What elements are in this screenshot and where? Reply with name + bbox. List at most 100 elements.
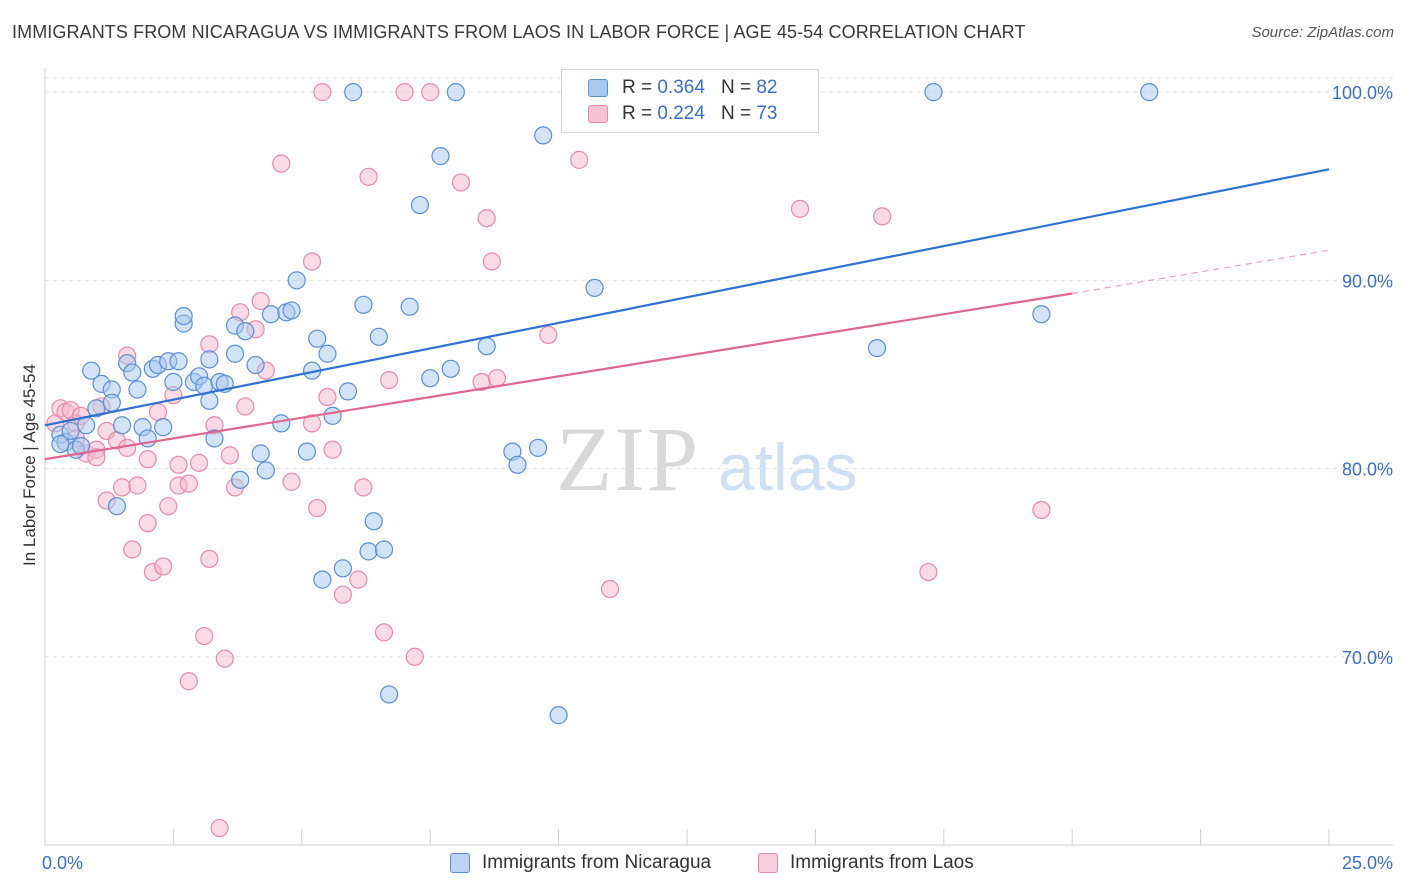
nicaragua-point (431, 147, 450, 166)
nicaragua-point (446, 83, 465, 102)
x-tick-label: 0.0% (42, 853, 83, 873)
laos-point (138, 450, 157, 469)
laos-point (308, 498, 327, 518)
laos-point (333, 585, 352, 604)
n-label: N = (720, 77, 752, 98)
nicaragua-point (231, 470, 250, 489)
laos-point (395, 83, 414, 102)
legend-row-laos: R = 0.224 N = 73 (588, 102, 777, 126)
laos-swatch (588, 105, 608, 123)
laos-point (220, 446, 239, 465)
nicaragua-point (313, 570, 332, 589)
nicaragua-point (441, 359, 460, 378)
nicaragua-point (236, 322, 255, 341)
nicaragua-point (359, 542, 378, 561)
laos-point (313, 83, 332, 102)
laos-point (318, 387, 337, 407)
laos-point (112, 478, 132, 497)
laos-trend-line (44, 292, 1073, 461)
watermark-zip: ZIP (556, 408, 700, 510)
legend-item-laos: Immigrants from Laos (758, 852, 974, 874)
nicaragua-point (272, 414, 291, 433)
nicaragua-point (112, 416, 132, 435)
nicaragua-point (374, 540, 394, 559)
nicaragua-point (107, 497, 127, 516)
nicaragua-point (354, 295, 373, 314)
y-tick-labels: 70.0% 80.0% 90.0% 100.0% (1332, 83, 1393, 668)
nicaragua-point (323, 406, 342, 425)
laos-point (272, 154, 291, 173)
laos-point (477, 209, 496, 228)
laos-point (570, 150, 589, 169)
laos-point (215, 649, 234, 668)
laos-point (482, 252, 501, 271)
laos-point (189, 453, 209, 473)
nicaragua-point (225, 344, 245, 363)
laos-point (349, 570, 368, 589)
nicaragua-point (164, 372, 183, 392)
y-tick-label: 80.0% (1342, 460, 1393, 480)
nicaragua-point (61, 421, 80, 441)
laos-point (374, 623, 394, 642)
laos-point (210, 818, 229, 838)
chart-title: IMMIGRANTS FROM NICARAGUA VS IMMIGRANTS … (12, 22, 1026, 42)
series-legend: Immigrants from Nicaragua Immigrants fro… (0, 852, 1406, 878)
laos-point (323, 440, 342, 459)
nicaragua-point (246, 355, 265, 375)
laos-point (451, 173, 471, 192)
laos-swatch (758, 853, 778, 873)
laos-point (354, 478, 373, 497)
nicaragua-point (1140, 83, 1159, 102)
nicaragua-point (400, 297, 419, 316)
laos-point (359, 167, 378, 186)
nicaragua-point (308, 329, 327, 348)
laos-point (87, 448, 106, 467)
trend-lines (44, 168, 1330, 461)
nicaragua-point (287, 271, 306, 290)
laos-point (148, 402, 168, 422)
nicaragua-point (71, 436, 91, 456)
laos-point (128, 476, 147, 495)
laos-point (123, 540, 142, 559)
nicaragua-point (282, 301, 301, 320)
y-tick-label: 90.0% (1342, 271, 1393, 291)
nicaragua-point (251, 444, 270, 463)
nicaragua-point (477, 337, 496, 356)
nicaragua-point (174, 306, 193, 326)
nicaragua-point (924, 83, 943, 102)
laos-point (539, 325, 558, 345)
nicaragua-point (421, 369, 440, 388)
nicaragua-point (154, 418, 173, 437)
nicaragua-point (867, 338, 887, 358)
nicaragua-points (51, 83, 1159, 725)
nicaragua-point (344, 83, 363, 102)
laos-point (195, 626, 214, 646)
nicaragua-point (585, 278, 604, 297)
laos-point (282, 472, 301, 491)
laos-points (46, 83, 1051, 838)
y-axis-label: In Labor Force | Age 45-54 (20, 364, 39, 566)
nicaragua-point (369, 327, 388, 346)
nicaragua-point (102, 393, 121, 412)
r-label: R = (622, 103, 653, 124)
laos-point (600, 579, 620, 599)
laos-point (179, 672, 198, 691)
watermark: ZIP atlas (556, 408, 857, 510)
laos-point (159, 497, 178, 516)
laos-point (169, 455, 188, 474)
laos-trend-extension (1072, 249, 1330, 295)
laos-point (919, 562, 938, 582)
nicaragua-trend-line (44, 168, 1330, 427)
laos-point (302, 414, 322, 433)
legend-item-nicaragua: Immigrants from Nicaragua (450, 852, 711, 874)
nicaragua-point (318, 344, 337, 363)
nicaragua-swatch (588, 79, 608, 97)
laos-point (405, 647, 424, 666)
nicaragua-point (123, 363, 142, 382)
laos-point (200, 335, 219, 354)
nicaragua-point (508, 455, 527, 474)
laos-point (138, 514, 157, 533)
source-label: Source: ZipAtlas.com (1251, 24, 1394, 41)
nicaragua-point (82, 361, 101, 380)
